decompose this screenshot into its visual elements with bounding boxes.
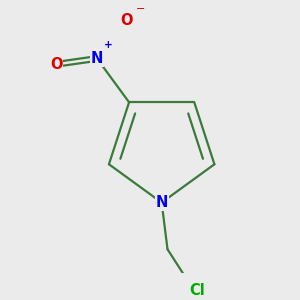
Text: O: O [120, 13, 132, 28]
Text: O: O [50, 57, 62, 72]
Text: +: + [103, 40, 112, 50]
Text: N: N [91, 51, 103, 66]
Text: −: − [136, 4, 146, 14]
Text: Cl: Cl [189, 283, 205, 298]
Text: N: N [155, 195, 168, 210]
